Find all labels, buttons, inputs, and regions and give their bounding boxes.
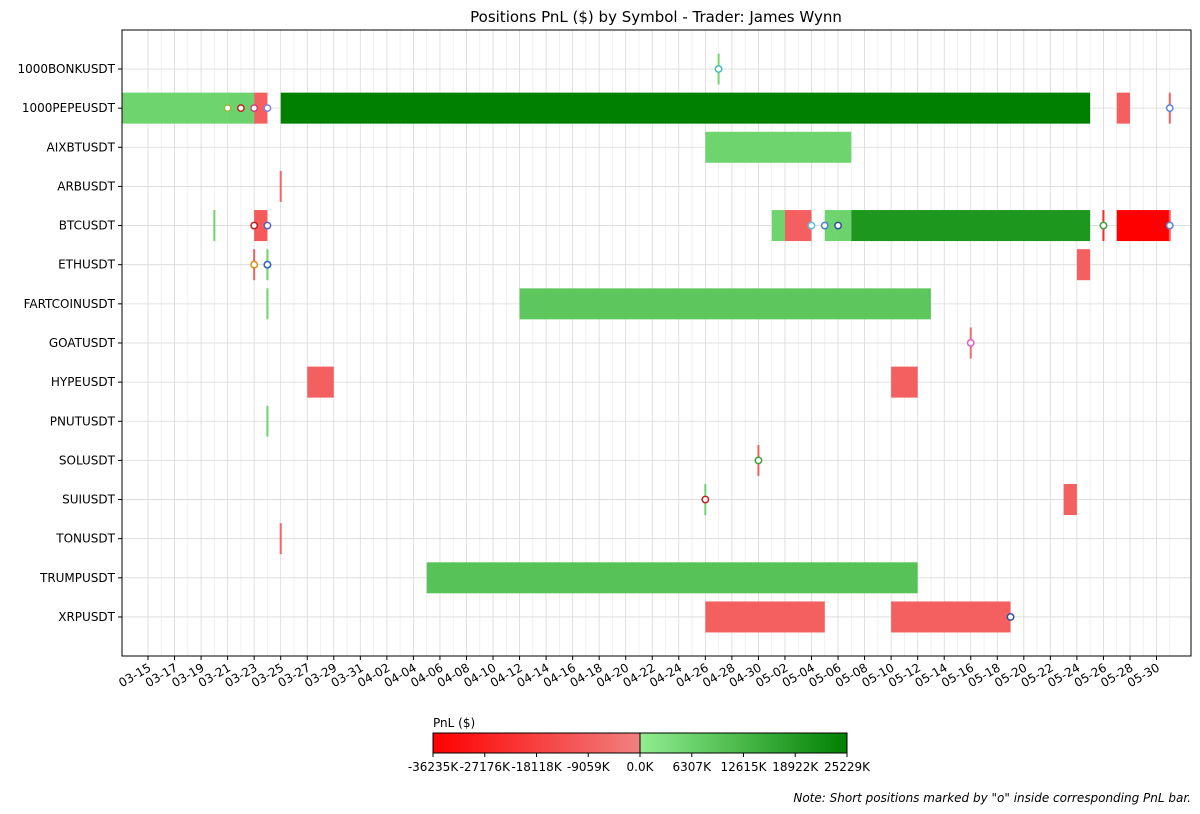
x-axis-ticks: 03-1503-1703-1903-2103-2303-2503-2703-29… [116,656,1162,690]
short-marker [250,260,259,269]
short-marker [1165,221,1174,230]
colorbar: PnL ($) -36235K -27176K -18118K -9059K 0.0K 6… [408,716,871,774]
short-marker [250,104,259,113]
pnl-bar-arbusdt [279,170,282,202]
pnl-bars [122,53,1171,633]
y-tick-label: HYPEUSDT [51,375,116,389]
short-marker [834,221,842,230]
pnl-bar-1000pepeusdt [1116,92,1130,124]
short-marker [807,221,816,230]
colorbar-negative-segment [433,733,640,753]
colorbar-tick-label: -36235K [408,760,460,774]
colorbar-tick-label: -18118K [511,760,563,774]
short-marker [1006,613,1015,621]
colorbar-tick-label: 25229K [824,760,871,774]
pnl-bar-fartcoinusdt [266,288,269,320]
footnote: Note: Short positions marked by "o" insi… [793,791,1191,805]
colorbar-tick-label: 12615K [720,760,767,774]
short-marker [714,65,723,73]
short-markers [223,65,1174,621]
pnl-bar-btcusdt [213,210,216,242]
y-tick-label: FARTCOINUSDT [24,297,116,311]
y-tick-label: ETHUSDT [58,258,116,272]
colorbar-label: PnL ($) [433,716,475,730]
grid-lines [122,30,1191,656]
short-marker [1165,104,1174,113]
pnl-bar-btcusdt [254,210,268,242]
y-tick-label: PNUTUSDT [50,414,116,428]
colorbar-positive-segment [640,733,847,753]
short-marker [1099,221,1108,230]
pnl-bar-fartcoinusdt [519,288,931,320]
pnl-bar-btcusdt [1116,210,1170,242]
pnl-bar-pnutusdt [266,405,269,437]
short-marker [223,104,232,113]
pnl-bar-hypeusdt [891,366,918,398]
y-tick-label: XRPUSDT [58,610,115,624]
y-tick-label: 1000BONKUSDT [18,62,116,76]
y-tick-label: GOATUSDT [49,336,116,350]
short-marker [236,104,245,113]
pnl-bar-btcusdt [851,210,1091,242]
short-marker [754,456,763,465]
short-marker [263,104,272,113]
short-marker [966,339,975,347]
chart-title: Positions PnL ($) by Symbol - Trader: Ja… [470,8,842,26]
y-tick-label: 1000PEPEUSDT [22,101,116,115]
pnl-bar-btcusdt [771,210,785,242]
short-marker [250,221,259,230]
y-tick-label: SUIUSDT [62,493,116,507]
colorbar-ticks: -36235K -27176K -18118K -9059K 0.0K 6307K 1261… [408,753,871,774]
pnl-bar-btcusdt [784,210,812,242]
colorbar-tick-label: -27176K [460,760,512,774]
y-tick-label: ARBUSDT [57,179,115,193]
pnl-bar-hypeusdt [307,366,334,398]
pnl-bar-xrpusdt [705,601,825,633]
y-tick-label: BTCUSDT [59,219,116,233]
pnl-bar-btcusdt [824,210,839,242]
pnl-bar-btcusdt [838,210,852,242]
short-marker [263,260,272,269]
pnl-bar-1000pepeusdt [254,92,268,124]
pnl-bar-suiusdt [1063,484,1077,516]
pnl-bar-trumpusdt [426,562,918,594]
pnl-bar-tonusdt [279,523,282,555]
short-marker [820,221,829,230]
pnl-bar-xrpusdt [891,601,1011,633]
pnl-bar-1000pepeusdt [122,92,228,124]
pnl-bar-aixbtusdt [705,131,852,163]
y-axis-ticks: 1000BONKUSDT 1000PEPEUSDT AIXBTUSDT ARBUSDT… [18,62,122,624]
colorbar-tick-label: -9059K [567,760,611,774]
short-marker [701,495,710,504]
short-marker [263,221,272,230]
colorbar-tick-label: 18922K [772,760,819,774]
colorbar-tick-label: 6307K [673,760,713,774]
pnl-bar-1000pepeusdt [280,92,1091,124]
y-tick-label: TONUSDT [55,532,115,546]
colorbar-tick-label: 0.0K [627,760,655,774]
y-tick-label: SOLUSDT [59,453,116,467]
pnl-bar-ethusdt [1076,249,1091,281]
y-tick-label: TRUMPUSDT [39,571,116,585]
y-tick-label: AIXBTUSDT [46,140,115,154]
